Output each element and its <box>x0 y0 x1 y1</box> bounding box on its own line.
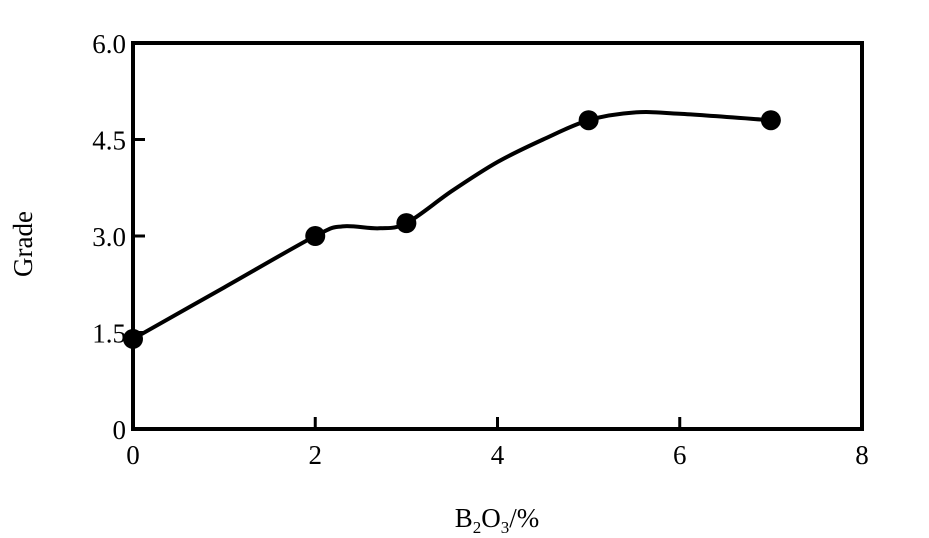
x-tick-label: 4 <box>491 440 505 470</box>
data-point <box>396 213 417 234</box>
x-tick-label: 6 <box>673 440 687 470</box>
y-tick-label: 4.5 <box>92 126 126 156</box>
y-tick-label: 3.0 <box>92 222 126 252</box>
data-point <box>305 226 326 246</box>
data-point <box>123 328 143 349</box>
data-point <box>578 110 599 131</box>
x-axis-title-base: B <box>455 503 473 533</box>
x-tick-label: 0 <box>126 440 140 470</box>
y-tick-label: 0 <box>113 415 127 445</box>
series-markers <box>123 110 781 349</box>
x-tick-label: 2 <box>309 440 323 470</box>
axis-tick-labels: 0 2 4 6 8 0 1.5 3.0 4.5 6.0 <box>92 29 869 470</box>
y-tick-label: 1.5 <box>92 319 126 349</box>
y-axis-title: Grade <box>8 211 38 277</box>
x-axis-title-tail: /% <box>509 503 539 533</box>
x-axis-title-sub1: 2 <box>473 518 482 537</box>
axis-ticks <box>133 138 682 429</box>
x-tick-label: 8 <box>855 440 869 470</box>
x-axis-title-sub2: 3 <box>501 518 510 537</box>
data-point <box>760 110 781 131</box>
plot-frame <box>131 41 864 431</box>
x-axis-title: B2O3/% <box>455 503 540 537</box>
y-tick-label: 6.0 <box>92 29 126 59</box>
series-line <box>131 110 773 341</box>
x-axis-title-mid: O <box>481 503 501 533</box>
